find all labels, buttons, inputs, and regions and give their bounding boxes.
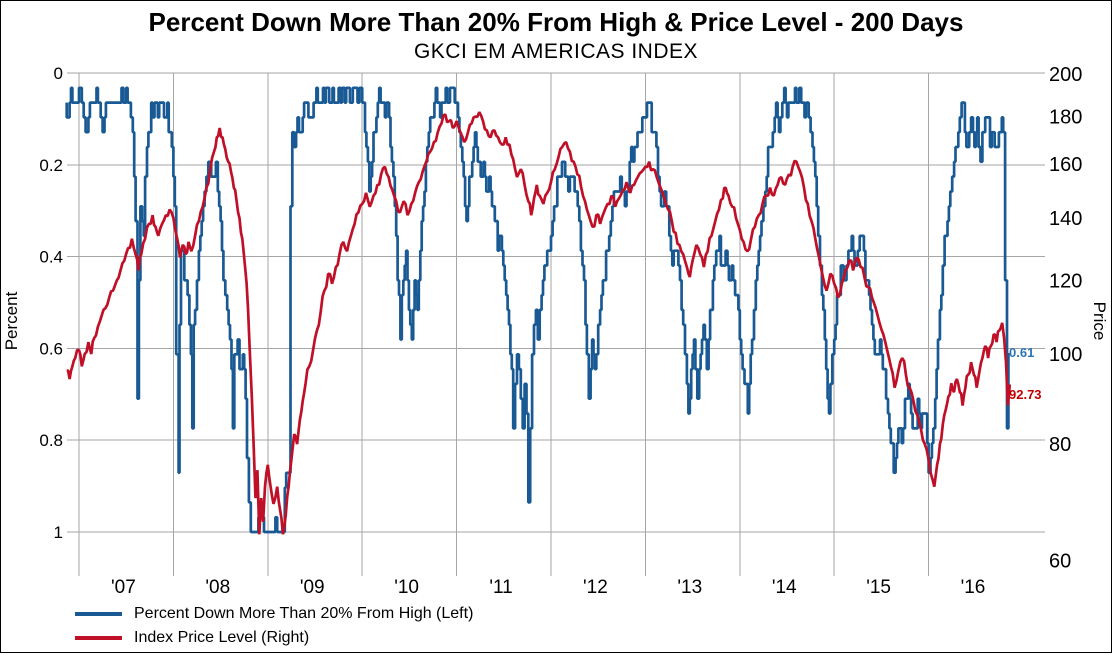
left-axis-title: Percent: [2, 291, 21, 351]
last-value-label-price: 92.73: [1009, 387, 1042, 403]
right-axis-title: Price: [1090, 301, 1109, 341]
x-tick-label: '10: [394, 577, 419, 598]
x-tick-label: '14: [772, 577, 797, 598]
x-tick-label: '12: [583, 577, 608, 598]
series-percent-down-line: [65, 86, 1010, 534]
x-tick-label: '09: [300, 577, 325, 598]
right-tick-label: 160: [1049, 154, 1082, 176]
right-tick-label: 60: [1049, 550, 1071, 572]
left-tick-label: 0.8: [39, 431, 63, 450]
right-tick-label: 80: [1049, 434, 1071, 456]
legend-label: Percent Down More Than 20% From High (Le…: [134, 605, 474, 622]
right-tick-label: 200: [1049, 64, 1082, 86]
left-tick-label: 0.2: [39, 156, 63, 175]
legend-item-price-level: Index Price Level (Right): [75, 628, 473, 648]
x-tick-label: '16: [961, 577, 986, 598]
series-price-level-line: [66, 111, 1011, 535]
right-tick-label: 120: [1049, 270, 1082, 292]
right-tick-label: 140: [1049, 208, 1082, 230]
legend: Percent Down More Than 20% From High (Le…: [75, 604, 473, 648]
x-tick-label: '15: [866, 577, 891, 598]
chart-subtitle: GKCI EM AMERICAS INDEX: [413, 40, 699, 63]
left-tick-label: 1: [54, 523, 63, 542]
blue-line-swatch: [75, 612, 122, 616]
right-tick-label: 100: [1049, 344, 1082, 366]
x-tick-label: '08: [205, 577, 230, 598]
x-tick-label: '07: [111, 577, 136, 598]
red-line-swatch: [75, 636, 122, 640]
x-tick-label: '11: [489, 577, 512, 598]
last-value-label-percent: 0.61: [1009, 344, 1035, 360]
chart-title: Percent Down More Than 20% From High & P…: [148, 7, 964, 37]
legend-item-percent-down: Percent Down More Than 20% From High (Le…: [75, 604, 473, 624]
x-tick-label: '13: [677, 577, 702, 598]
left-tick-label: 0.4: [39, 248, 63, 267]
left-tick-label: 0: [54, 64, 63, 83]
left-tick-label: 0.6: [39, 339, 63, 358]
right-tick-label: 180: [1049, 107, 1082, 129]
legend-label: Index Price Level (Right): [134, 629, 310, 646]
